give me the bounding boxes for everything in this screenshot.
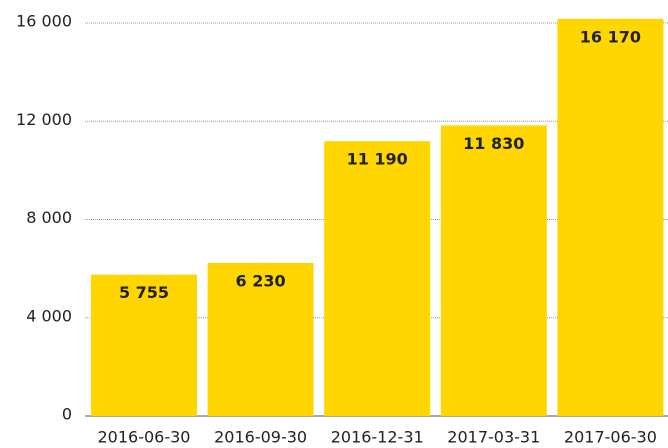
- value-label: 5 755: [119, 283, 169, 302]
- bar: [91, 274, 197, 416]
- x-tick-label: 2017-06-30: [564, 428, 657, 447]
- bar: [557, 18, 664, 417]
- x-tick-label: 2016-09-30: [214, 428, 307, 447]
- x-tick-label: 2016-12-31: [331, 428, 424, 447]
- value-label: 6 230: [236, 271, 286, 290]
- value-label: 16 170: [580, 27, 641, 46]
- y-tick-label: 0: [62, 405, 72, 424]
- y-tick-label: 16 000: [16, 12, 72, 31]
- bar: [440, 125, 547, 416]
- bar: [207, 262, 314, 416]
- bar: [324, 141, 431, 416]
- x-tick-label: 2017-03-31: [447, 428, 540, 447]
- y-tick-label: 4 000: [26, 306, 72, 325]
- value-label: 11 830: [463, 134, 524, 153]
- y-tick-label: 8 000: [26, 208, 72, 227]
- y-tick-label: 12 000: [16, 110, 72, 129]
- x-tick-label: 2016-06-30: [98, 428, 191, 447]
- value-label: 11 190: [347, 150, 408, 169]
